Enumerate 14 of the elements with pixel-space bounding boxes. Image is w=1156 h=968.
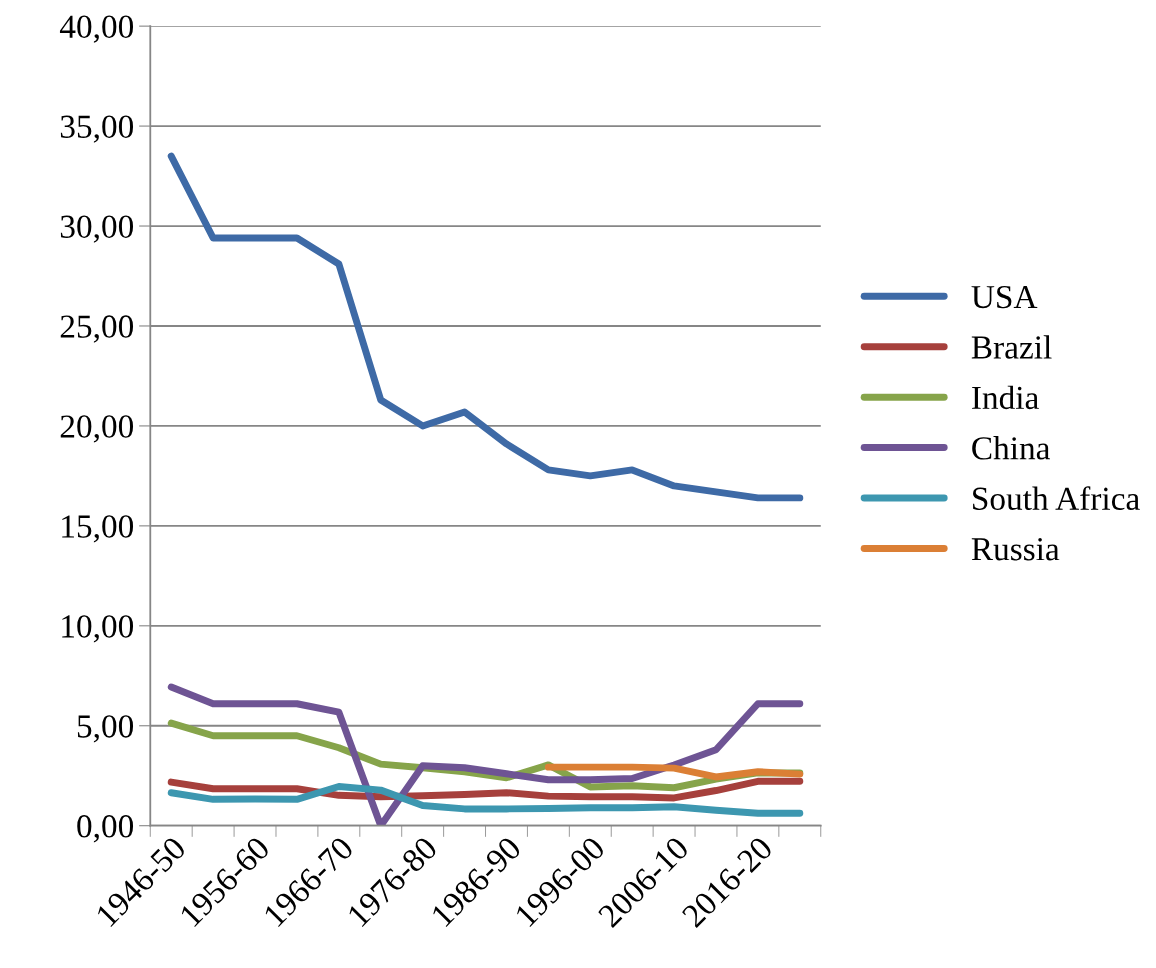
y-tick-label: 35,00: [60, 115, 134, 143]
y-tick-label: 5,00: [77, 715, 134, 743]
legend-label: Brazil: [971, 335, 1052, 359]
legend-label: South Africa: [973, 486, 1140, 511]
y-tick-label: 40,00: [59, 15, 134, 43]
y-tick-label: 20,00: [60, 415, 134, 443]
y-tick-label: 10,00: [62, 615, 134, 643]
y-tick-label: 30,00: [60, 215, 134, 243]
legend-label: China: [972, 436, 1050, 460]
legend-label: Russia: [971, 538, 1060, 561]
legend-label: USA: [971, 285, 1038, 309]
y-tick-label: 25,00: [60, 315, 134, 343]
y-tick-label: 15,00: [62, 515, 134, 543]
legend-label: India: [972, 385, 1039, 410]
